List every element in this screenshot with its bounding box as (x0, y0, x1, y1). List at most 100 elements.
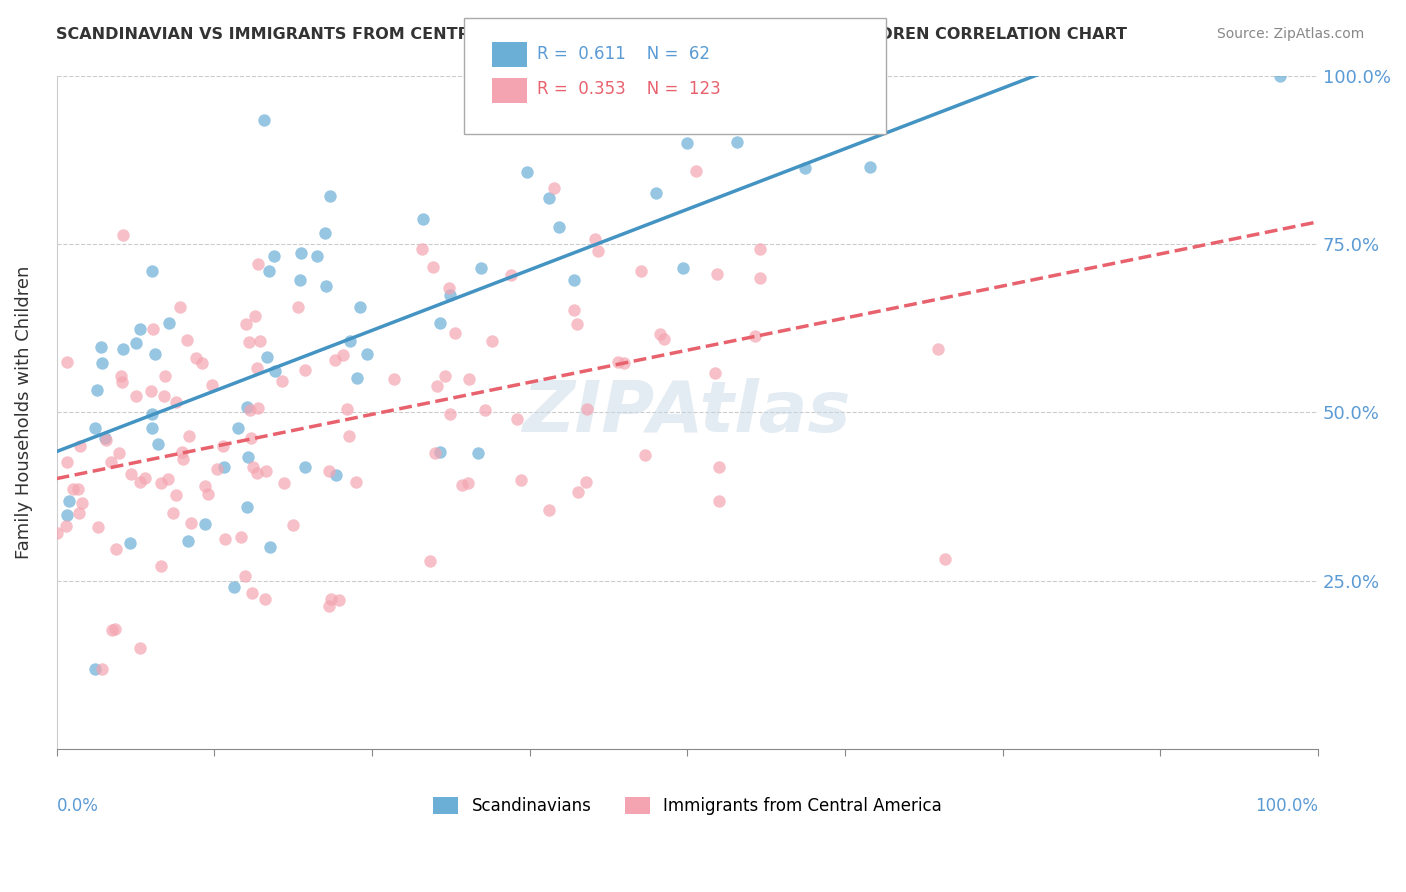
Point (672, 261, 695, 276)
Point (356, 347, 378, 361)
Point (562, 273, 585, 287)
Point (934, 552, 956, 566)
Point (294, 459, 316, 474)
Point (180, 516, 202, 531)
Point (226, 421, 249, 435)
Point (287, 300, 309, 314)
Point (450, 478, 472, 492)
Point (249, 334, 271, 348)
Point (245, 467, 267, 481)
Point (229, 530, 252, 544)
Text: R =  0.611    N =  62: R = 0.611 N = 62 (537, 45, 710, 62)
Point (170, 445, 193, 459)
Point (481, 334, 503, 348)
Point (314, 226, 336, 240)
Point (607, 355, 630, 369)
Point (134, 470, 156, 484)
Point (90, 661, 112, 675)
Point (725, 136, 748, 150)
Point (111, 342, 134, 356)
Point (259, 540, 281, 554)
Point (709, 460, 731, 475)
Point (111, 228, 134, 243)
Point (236, 450, 259, 464)
Point (560, 69, 582, 83)
Point (179, 429, 201, 443)
Point (685, 164, 707, 178)
Point (238, 334, 260, 349)
Point (194, 479, 217, 493)
Point (125, 335, 148, 350)
Point (859, 161, 882, 175)
Point (263, 249, 285, 263)
Point (411, 243, 433, 257)
Point (190, 356, 212, 370)
Point (172, 452, 194, 467)
Point (704, 366, 727, 380)
Point (56, 355, 79, 369)
Point (543, 180, 565, 194)
Point (246, 361, 269, 376)
Point (845, 69, 868, 83)
Point (318, 599, 340, 614)
Point (288, 273, 311, 287)
Point (139, 384, 162, 399)
Point (56, 508, 79, 523)
Point (323, 353, 346, 368)
Legend: Scandinavians, Immigrants from Central America: Scandinavians, Immigrants from Central A… (426, 790, 949, 822)
Point (425, 379, 447, 393)
Point (253, 592, 276, 607)
Point (344, 475, 367, 489)
Point (315, 278, 337, 293)
Point (630, 264, 652, 278)
Point (256, 351, 278, 365)
Point (575, 401, 598, 416)
Point (349, 300, 371, 314)
Point (588, 244, 610, 259)
Point (794, 161, 817, 176)
Point (1270, 69, 1292, 83)
Point (645, 186, 668, 200)
Point (240, 586, 263, 600)
Point (110, 368, 132, 383)
Point (58, 493, 80, 508)
Point (585, 232, 607, 246)
Point (648, 326, 671, 341)
Point (235, 318, 257, 332)
Point (55, 518, 77, 533)
Point (290, 246, 312, 260)
Point (124, 388, 146, 402)
Point (84, 420, 107, 434)
Point (412, 211, 434, 226)
Point (120, 467, 142, 482)
Point (236, 401, 259, 415)
Point (246, 401, 269, 415)
Point (565, 318, 588, 332)
Point (574, 475, 596, 489)
Point (429, 316, 451, 330)
Point (148, 437, 170, 451)
Point (87, 520, 110, 534)
Point (141, 421, 163, 435)
Point (105, 542, 128, 557)
Point (562, 302, 585, 317)
Text: 0.0%: 0.0% (56, 797, 98, 814)
Point (419, 554, 441, 568)
Point (927, 342, 949, 356)
Point (652, 332, 675, 346)
Point (153, 368, 176, 383)
Point (96, 433, 118, 447)
Point (128, 641, 150, 656)
Y-axis label: Family Households with Children: Family Households with Children (15, 266, 32, 559)
Point (100, 624, 122, 638)
Point (612, 356, 634, 370)
Point (56, 455, 79, 469)
Point (62, 482, 84, 496)
Point (749, 242, 772, 256)
Point (271, 374, 294, 388)
Point (46, 526, 69, 541)
Text: ZIPAtlas: ZIPAtlas (523, 378, 852, 447)
Text: Source: ZipAtlas.com: Source: ZipAtlas.com (1216, 27, 1364, 41)
Point (141, 407, 163, 421)
Point (247, 257, 270, 271)
